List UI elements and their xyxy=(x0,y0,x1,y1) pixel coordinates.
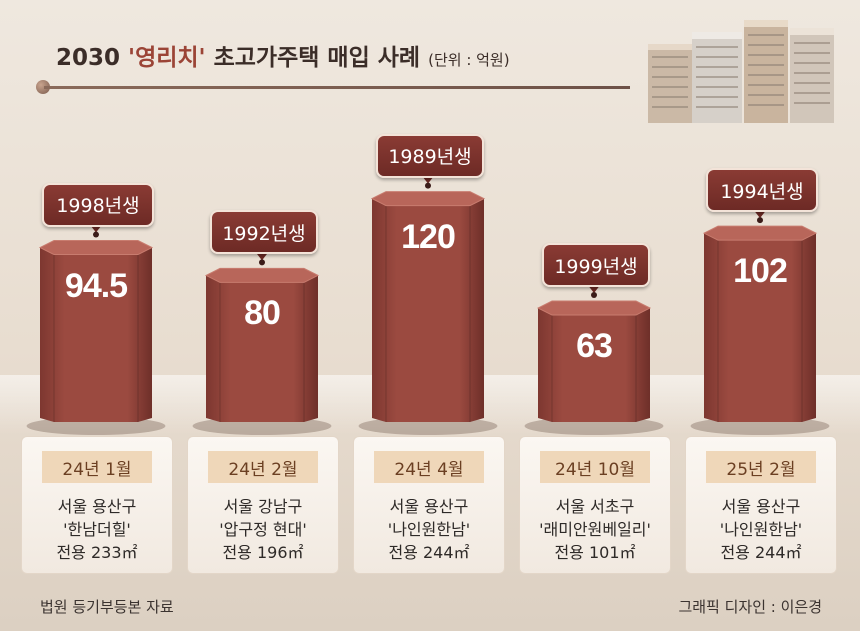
graphic-credit: 그래픽 디자인 : 이은경 xyxy=(678,598,822,616)
unit-label: (단위 : 억원) xyxy=(428,51,510,69)
buyer-birth-year-tag: 1998년생 xyxy=(42,182,154,227)
buyer-birth-year-tag: 1989년생 xyxy=(376,133,484,178)
property-area: 전용 244㎡ xyxy=(720,543,802,562)
purchase-date: 25년 2월 xyxy=(706,451,816,483)
buyer-birth-year-tag: 1992년생 xyxy=(210,210,318,255)
purchase-date: 24년 2월 xyxy=(208,451,318,483)
title-prefix: 2030 xyxy=(56,45,129,71)
title-rest: 초고가주택 매입 사례 xyxy=(205,45,421,71)
apartment-buildings-icon xyxy=(648,20,834,123)
property-location: 서울 서초구 xyxy=(555,497,635,516)
bar-value-label: 120 xyxy=(401,217,456,256)
property-location: 서울 강남구 xyxy=(223,497,303,516)
property-name: '압구정 현대' xyxy=(219,520,307,539)
property-location: 서울 용산구 xyxy=(721,497,801,516)
bar-value-label: 94.5 xyxy=(64,266,128,305)
property-location: 서울 용산구 xyxy=(57,497,137,516)
buyer-birth-year-tag: 1999년생 xyxy=(542,243,650,288)
bar-value-label: 80 xyxy=(244,294,281,333)
property-name: '나인원한남' xyxy=(387,520,471,539)
property-name: '나인원한남' xyxy=(719,520,803,539)
property-area: 전용 244㎡ xyxy=(388,543,470,562)
property-area: 전용 196㎡ xyxy=(222,543,304,562)
property-area: 전용 233㎡ xyxy=(56,543,138,562)
property-area: 전용 101㎡ xyxy=(554,543,636,562)
property-name: '래미안원베일리' xyxy=(539,520,651,539)
purchase-date: 24년 4월 xyxy=(374,451,484,483)
purchase-date: 24년 1월 xyxy=(42,451,152,483)
title-dot xyxy=(36,80,50,94)
title-accent: '영리치' xyxy=(128,45,206,71)
title-rule xyxy=(44,86,630,89)
purchase-date: 24년 10월 xyxy=(540,451,650,483)
buyer-birth-year-tag: 1994년생 xyxy=(706,168,818,213)
source-note: 법원 등기부등본 자료 xyxy=(40,598,174,616)
bar-value-label: 102 xyxy=(733,252,788,291)
bar-value-label: 63 xyxy=(576,327,613,366)
chart-title: 2030 '영리치' 초고가주택 매입 사례 (단위 : 억원) xyxy=(56,38,510,72)
property-location: 서울 용산구 xyxy=(389,497,469,516)
property-name: '한남더힐' xyxy=(63,520,131,539)
